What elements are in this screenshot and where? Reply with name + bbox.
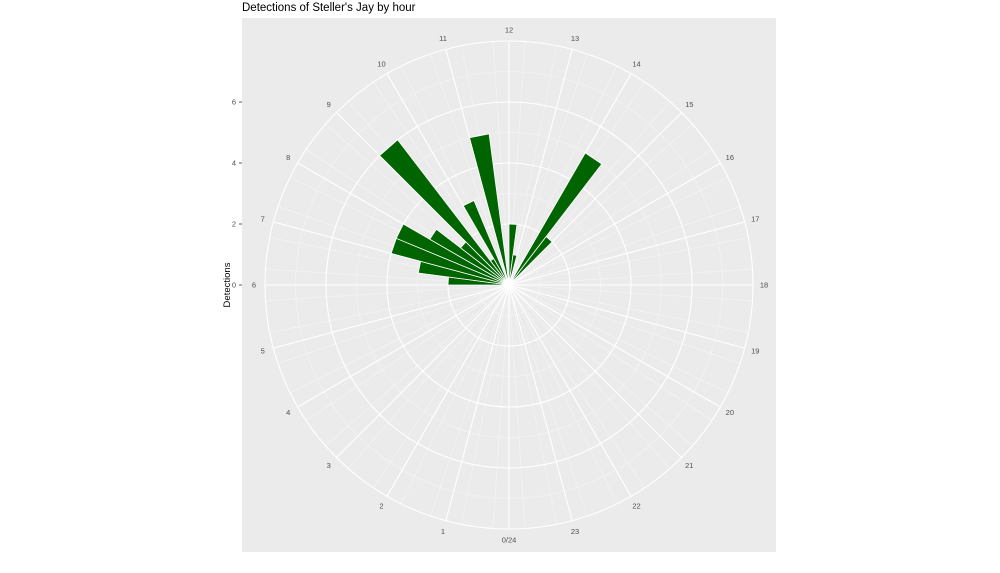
hour-label-3: 3 <box>327 461 331 470</box>
major-spoke <box>297 284 510 408</box>
bars <box>379 133 603 286</box>
hour-label-2: 2 <box>379 501 383 510</box>
hour-tick-labels: 0/24123456789101112131415161718192021222… <box>252 26 768 545</box>
bar-11 <box>469 133 510 286</box>
hour-label-17: 17 <box>751 215 759 224</box>
major-spoke <box>508 284 721 408</box>
hour-label-13: 13 <box>571 34 579 43</box>
hour-label-7: 7 <box>261 215 265 224</box>
hour-label-12: 12 <box>505 26 513 35</box>
hour-label-0: 0/24 <box>502 536 517 545</box>
y-tick-label: 2 <box>232 220 236 229</box>
major-spoke <box>508 49 573 286</box>
hour-label-6: 6 <box>252 281 256 290</box>
major-spoke <box>508 284 632 497</box>
hour-label-5: 5 <box>261 346 265 355</box>
hour-label-21: 21 <box>685 461 693 470</box>
major-spoke <box>508 221 745 286</box>
major-spoke <box>508 284 682 458</box>
hour-label-4: 4 <box>286 408 290 417</box>
hour-label-1: 1 <box>441 527 445 536</box>
hour-label-22: 22 <box>632 501 640 510</box>
bar-9 <box>379 139 510 286</box>
hour-label-11: 11 <box>439 34 447 43</box>
bar-14 <box>508 152 603 286</box>
hour-label-8: 8 <box>286 153 290 162</box>
hour-label-19: 19 <box>751 346 759 355</box>
hour-label-16: 16 <box>726 153 734 162</box>
y-axis-label: Detections <box>222 262 233 307</box>
chart-title: Detections of Steller's Jay by hour <box>242 2 416 14</box>
bar-14.5 <box>508 236 553 286</box>
major-spoke <box>445 284 510 521</box>
hour-label-23: 23 <box>571 527 579 536</box>
y-tick-label: 6 <box>232 98 236 107</box>
hour-label-10: 10 <box>377 60 385 69</box>
major-spoke <box>336 284 510 458</box>
bar-12.5 <box>508 254 518 286</box>
hour-label-9: 9 <box>327 100 331 109</box>
hour-label-14: 14 <box>632 60 640 69</box>
bar-10 <box>462 199 510 286</box>
major-spoke <box>273 284 510 349</box>
y-axis: 0 2 4 6 <box>232 98 242 290</box>
hour-label-15: 15 <box>685 100 693 109</box>
hour-label-18: 18 <box>760 281 768 290</box>
major-spoke <box>508 162 721 286</box>
y-tick-label: 0 <box>232 281 236 290</box>
major-spoke <box>386 284 510 497</box>
major-spoke <box>508 284 573 521</box>
major-spoke <box>508 284 745 349</box>
y-tick-label: 4 <box>232 159 236 168</box>
hour-label-20: 20 <box>726 408 734 417</box>
